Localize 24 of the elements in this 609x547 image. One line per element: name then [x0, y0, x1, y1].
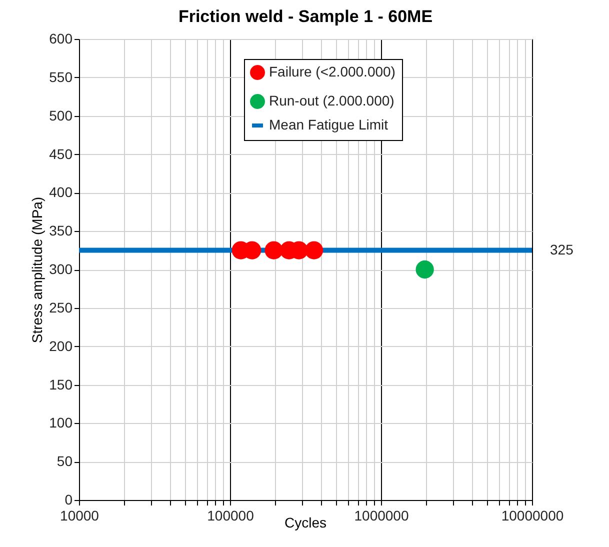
- legend-label: Mean Fatigue Limit: [269, 116, 388, 132]
- x-tick-label: 10000000: [501, 508, 564, 524]
- y-tick-label: 400: [49, 184, 73, 200]
- y-tick-label: 500: [49, 107, 73, 124]
- x-tick-label: 100000: [207, 508, 254, 524]
- y-tick-label: 0: [64, 492, 73, 508]
- y-tick-label: 550: [49, 68, 73, 85]
- chart-title: Friction weld - Sample 1 - 60ME: [178, 7, 433, 26]
- y-tick-label: 600: [49, 30, 73, 46]
- y-tick-label: 100: [49, 414, 73, 431]
- y-tick-label: 350: [49, 222, 73, 239]
- y-axis-title: Stress amplitude (MPa): [29, 196, 46, 344]
- y-tick-label: 250: [49, 299, 73, 316]
- y-tick-label: 50: [56, 453, 73, 470]
- data-label: 325: [550, 241, 574, 258]
- y-tick-label: 200: [49, 338, 73, 354]
- x-tick-label: 1000000: [354, 508, 409, 524]
- x-axis-title: Cycles: [284, 514, 327, 530]
- legend-label: Failure (<2.000.000): [269, 64, 396, 80]
- y-tick-label: 450: [49, 146, 73, 162]
- legend-label: Run-out (2.000.000): [269, 92, 394, 108]
- x-tick-label: 10000: [60, 508, 100, 524]
- y-tick-label: 150: [49, 376, 73, 392]
- y-tick-label: 300: [49, 261, 73, 277]
